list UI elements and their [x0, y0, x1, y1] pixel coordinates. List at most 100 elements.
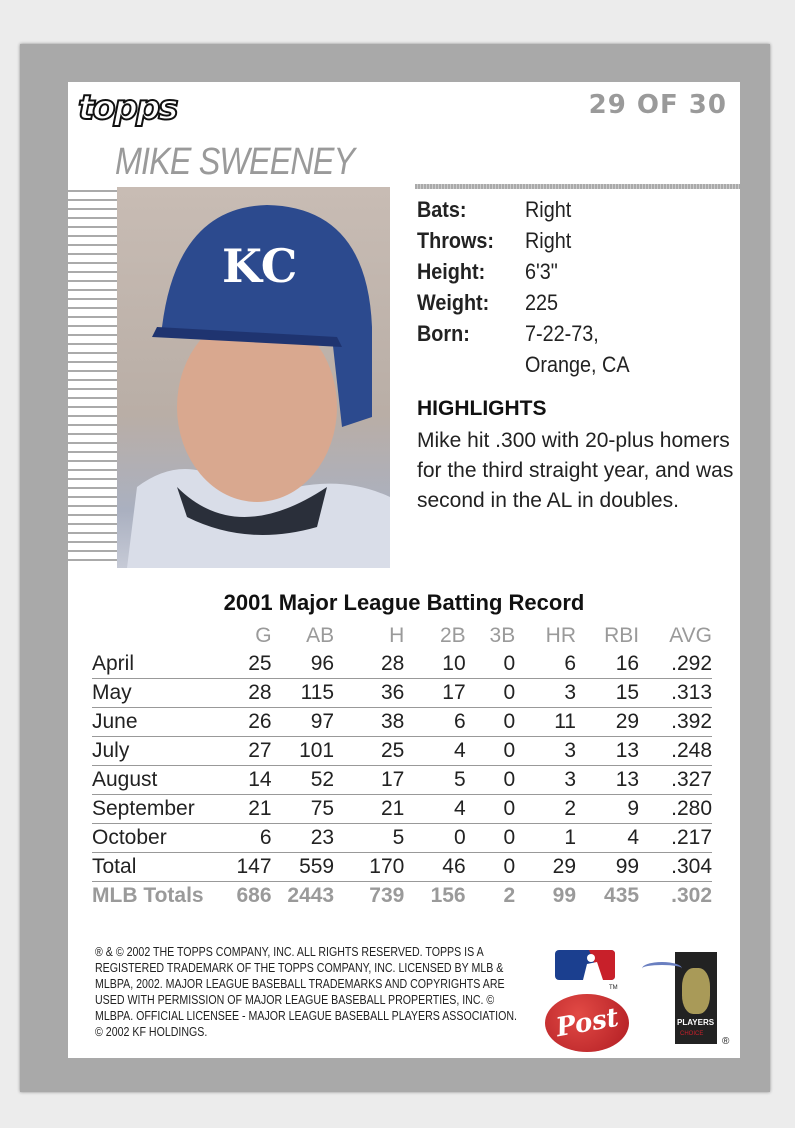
stat-cell: 28 — [232, 678, 272, 708]
stat-cell: 75 — [271, 794, 335, 824]
row-label: April — [92, 650, 233, 679]
decorative-stripes — [68, 190, 117, 568]
stat-cell: 97 — [271, 707, 335, 737]
stat-cell: .313 — [639, 678, 712, 708]
stat-cell: 29 — [515, 852, 576, 882]
column-header: 2B — [439, 624, 466, 647]
bio-value: Right — [525, 228, 572, 253]
stat-cell: 2443 — [287, 884, 335, 907]
bio-value: Orange, CA — [525, 352, 630, 377]
stat-cell: 3 — [515, 736, 576, 766]
table-row: September 21 75 21 4 0 2 9.280 — [92, 794, 712, 824]
stat-cell: 0 — [465, 794, 516, 824]
stat-cell: 5 — [404, 765, 466, 795]
player-illustration: KC — [127, 205, 390, 568]
stat-cell: .327 — [639, 765, 712, 795]
stat-cell: 0 — [465, 765, 516, 795]
bio-row: Throws: Right — [417, 228, 571, 254]
post-logo: Post — [545, 994, 629, 1052]
post-logo-text: Post — [553, 1002, 621, 1044]
card-number: 29 OF 30 — [588, 90, 727, 120]
stat-cell: 36 — [334, 678, 405, 708]
table-row: May 28 115 36 17 0 3 15.313 — [92, 678, 712, 708]
stat-cell: 17 — [404, 678, 466, 708]
column-header: 3B — [489, 624, 516, 647]
bio-label: Height: — [417, 259, 486, 284]
stat-cell: 38 — [334, 707, 405, 737]
stat-cell: 25 — [232, 650, 272, 679]
row-label: October — [92, 823, 233, 853]
table-row: April 25 96 28 10 0 6 16.292 — [92, 650, 712, 679]
stat-cell: 0 — [465, 852, 516, 882]
table-row: August 14 52 17 5 0 3 13.327 — [92, 765, 712, 795]
stat-cell: 3 — [515, 678, 576, 708]
stat-cell: 15 — [576, 678, 640, 708]
row-label: September — [92, 794, 233, 824]
stat-cell: 1 — [515, 823, 576, 853]
stat-cell: 14 — [232, 765, 272, 795]
bio-value: 225 — [525, 290, 559, 315]
swoosh — [642, 962, 682, 975]
stat-cell: 6 — [515, 650, 576, 679]
helmet-logo: KC — [222, 239, 297, 293]
row-label: Total — [92, 852, 233, 882]
stat-cell: 13 — [576, 765, 640, 795]
bio-row: Weight: 225 — [417, 290, 558, 316]
stat-cell: 0 — [404, 823, 466, 853]
tm-mark: TM — [609, 985, 618, 991]
player-name: MIKE SWEENEY — [115, 141, 355, 183]
players-sub-text: CHOICE — [680, 1031, 704, 1037]
stat-cell: 99 — [576, 852, 640, 882]
stat-cell: 4 — [404, 736, 466, 766]
table-row: MLB Totals 686 2443 739 156 2 99 435 .302 — [92, 882, 712, 911]
bio-row: Bats: Right — [417, 197, 571, 223]
table-row: July 27 101 25 4 0 3 13.248 — [92, 736, 712, 766]
stat-cell: .248 — [639, 736, 712, 766]
stat-cell: 5 — [334, 823, 405, 853]
player-figure — [682, 968, 710, 1014]
stat-cell: 29 — [576, 707, 640, 737]
bio-row: Height: 6'3" — [417, 259, 558, 285]
stat-cell: .292 — [639, 650, 712, 679]
bio-row: Born: 7-22-73, — [417, 321, 599, 347]
stat-cell: 101 — [271, 736, 335, 766]
stat-cell: 10 — [404, 650, 466, 679]
column-header: RBI — [604, 624, 640, 647]
stat-cell: 11 — [515, 707, 576, 737]
stat-cell: 27 — [232, 736, 272, 766]
stat-cell: 17 — [334, 765, 405, 795]
stat-cell: 25 — [334, 736, 405, 766]
stat-cell: 115 — [271, 678, 335, 708]
stat-cell: 435 — [604, 884, 640, 907]
row-label: August — [92, 765, 233, 795]
stat-cell: 0 — [465, 823, 516, 853]
stat-cell: 28 — [334, 650, 405, 679]
bio-label: Throws: — [417, 228, 495, 253]
highlights-title: HIGHLIGHTS — [417, 397, 547, 420]
stat-cell: 6 — [232, 823, 272, 853]
stat-cell: 46 — [404, 852, 466, 882]
bio-value: 7-22-73, — [525, 321, 599, 346]
stat-cell: .392 — [639, 707, 712, 737]
players-text: PLAYERS — [677, 1018, 715, 1027]
stat-cell: 26 — [232, 707, 272, 737]
column-header: HR — [545, 624, 576, 647]
column-header: AVG — [669, 624, 712, 647]
stat-cell: .304 — [639, 852, 712, 882]
stat-cell: 52 — [271, 765, 335, 795]
stat-cell: 0 — [465, 650, 516, 679]
bio-value: Right — [525, 197, 572, 222]
stat-cell: 13 — [576, 736, 640, 766]
stat-cell: 21 — [232, 794, 272, 824]
registered-mark: ® — [722, 1036, 730, 1047]
player-photo: KC — [117, 187, 390, 568]
row-label: June — [92, 707, 233, 737]
stat-cell: 170 — [334, 852, 405, 882]
batting-record-table: G AB H 2B 3B HR RBI AVG April 25 96 28 10 0 6 16.292 Ma… — [92, 622, 712, 910]
row-label: May — [92, 678, 233, 708]
stat-cell: 0 — [465, 707, 516, 737]
stat-cell: 4 — [404, 794, 466, 824]
stat-cell: 147 — [232, 852, 272, 882]
stat-cell: 6 — [404, 707, 466, 737]
column-header: H — [389, 624, 405, 647]
